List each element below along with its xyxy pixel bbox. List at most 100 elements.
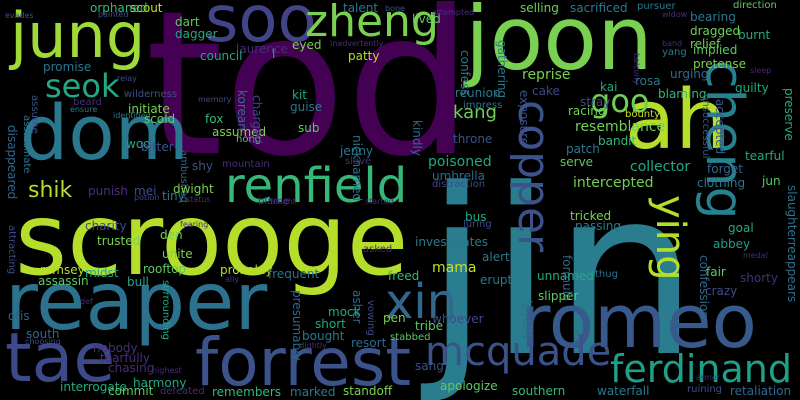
word-guilty: guilty xyxy=(735,81,769,95)
word-seok: seok xyxy=(45,67,120,105)
word-selling: selling xyxy=(520,1,559,15)
word-southern: southern xyxy=(512,384,566,398)
word-initiate: initiate xyxy=(128,102,170,116)
word-umbrella: umbrella xyxy=(432,169,485,183)
word-fair: fair xyxy=(706,265,726,279)
word-dwight: dwight xyxy=(173,182,214,196)
word-rooftop: rooftop xyxy=(143,262,187,276)
word-dagger: dagger xyxy=(175,27,218,41)
word-standoff: standoff xyxy=(343,384,393,398)
word-scout: scout xyxy=(130,1,163,15)
word-eyed: eyed xyxy=(292,38,322,52)
word-jin: jin xyxy=(425,141,699,400)
word-fought: fought xyxy=(270,197,297,206)
word-romeo: romeo xyxy=(520,279,757,365)
word-widow: widow xyxy=(662,10,688,19)
word-started: started xyxy=(365,197,394,206)
word-remembers: remembers xyxy=(212,385,281,399)
word-confess: confess xyxy=(458,50,472,96)
word-identified: identified xyxy=(113,111,151,120)
word-armor: armor xyxy=(696,373,721,382)
word-fox: fox xyxy=(205,112,224,126)
word-mcquade: mcquade xyxy=(425,329,612,375)
word-cake: cake xyxy=(532,84,560,98)
word-confession: confession xyxy=(697,255,711,319)
word-unsuccessful: unsuccessful xyxy=(700,94,711,159)
word-sleep: sleep xyxy=(750,66,772,75)
word-mama: mama xyxy=(432,260,477,276)
word-intercepted: intercepted xyxy=(573,175,654,191)
word-vowing: vowing xyxy=(365,300,376,336)
word-mountain: mountain xyxy=(222,159,270,170)
word-otis: otis xyxy=(8,309,30,323)
word-presumably: presumably xyxy=(290,290,304,361)
word-interrogate: interrogate xyxy=(60,380,127,394)
word-bandit: bandit xyxy=(598,134,637,148)
word-tearful: tearful xyxy=(745,149,785,163)
word-tricked: tricked xyxy=(570,209,612,223)
word-frequent: frequent xyxy=(268,267,320,281)
word-charged: charged xyxy=(250,95,264,144)
word-yang: yang xyxy=(662,47,687,58)
word-defeated: defeated xyxy=(160,386,205,397)
word-ensure: ensure xyxy=(70,105,98,114)
word-slaughterreappears: slaughterreappears xyxy=(785,185,799,303)
word-mock: mock xyxy=(328,305,361,319)
word-choosing: choosing xyxy=(25,337,61,346)
word-ah: ah xyxy=(625,73,728,168)
word-bull: bull xyxy=(127,275,149,289)
word-unite: unite xyxy=(162,247,193,261)
word-attracting: attracting xyxy=(6,225,17,275)
word-accepted: accepted xyxy=(713,99,727,155)
word-serve: serve xyxy=(560,155,594,169)
word-marked: marked xyxy=(290,385,336,399)
word-hong: hong xyxy=(236,134,262,145)
word-dom: dom xyxy=(20,88,189,177)
word-surrounding: surrounding xyxy=(160,280,171,340)
word-nobody: nobody xyxy=(93,341,138,355)
word-racing: racing xyxy=(568,104,606,118)
word-balcony: balcony xyxy=(632,53,641,85)
word-poisoned: poisoned xyxy=(428,154,492,170)
word-ferdinand: ferdinand xyxy=(610,347,792,391)
word-korean: korean xyxy=(235,90,249,131)
word-reaper: reaper xyxy=(5,255,268,348)
word-exposure: exposure xyxy=(517,90,531,146)
word-orphaned: orphaned xyxy=(90,1,148,15)
word-laurence: laurence xyxy=(236,42,288,56)
word-disappeared: disappeared xyxy=(5,125,19,200)
word-thug: thug xyxy=(595,269,618,280)
word-wilderness: wilderness xyxy=(124,89,178,100)
word-council: council xyxy=(200,49,243,63)
word-pursuer: pursuer xyxy=(637,1,676,12)
word-renfield: renfield xyxy=(225,158,408,214)
word-evades: evades xyxy=(5,11,34,20)
word-stabbed: stabbed xyxy=(390,332,431,343)
word-south: south xyxy=(26,327,60,341)
word-blame: blame xyxy=(258,196,290,207)
word-inadvertently: inadvertently xyxy=(330,39,384,48)
word-bitter: bitter xyxy=(141,140,174,154)
word-potion: potion xyxy=(134,193,160,202)
word-status: status xyxy=(186,195,211,204)
word-retaliation: retaliation xyxy=(730,384,792,398)
word-attempted: attempted xyxy=(432,8,475,17)
word-loyalty: loyalty xyxy=(520,300,534,341)
word-whoever: whoever xyxy=(432,312,484,326)
word-sub: sub xyxy=(298,121,320,135)
word-patty: patty xyxy=(348,49,380,63)
word-assumed: assumed xyxy=(212,125,267,139)
word-slightly: slightly xyxy=(298,341,327,350)
word-tearfully: tearfully xyxy=(100,351,150,365)
word-map: map xyxy=(571,330,582,353)
word-highest: highest xyxy=(152,366,182,375)
word-goo: goo xyxy=(590,82,650,120)
word-jung: jung xyxy=(10,0,146,72)
word-waterfall: waterfall xyxy=(597,384,650,398)
word-trusted: trusted xyxy=(97,234,141,248)
word-goal: goal xyxy=(728,221,754,235)
word-bus: bus xyxy=(465,210,487,224)
word-luring: luring xyxy=(463,219,492,230)
word-distraction: distraction xyxy=(432,179,486,190)
